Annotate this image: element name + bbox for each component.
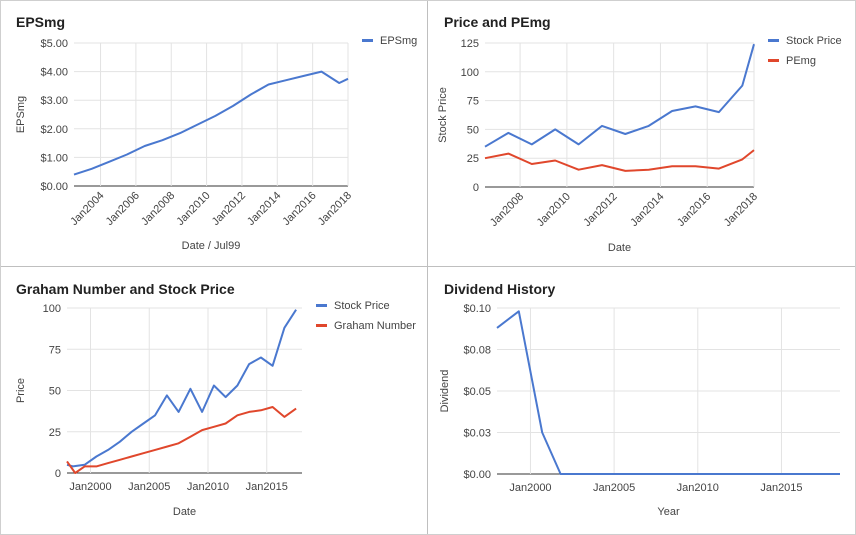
y-tick-label: 50: [49, 386, 61, 398]
price-pe-chart-panel: Price and PEmg 0 25 50 75 100 125 Jan2008 Jan20…: [428, 0, 856, 266]
series-line-dividend: [496, 310, 840, 475]
legend-label: Stock Price: [786, 35, 842, 47]
y-axis-label: Stock Price: [437, 87, 449, 143]
x-tick-label: Jan2010: [187, 481, 229, 493]
legend-swatch: [768, 59, 779, 62]
y-tick-label: $4.00: [40, 67, 68, 79]
y-tick-label: $0.05: [463, 386, 491, 398]
y-tick-label: $1.00: [40, 152, 68, 164]
legend-swatch: [362, 39, 373, 42]
y-tick-label: 75: [49, 344, 61, 356]
legend-swatch: [316, 304, 327, 307]
x-axis-label: Date: [173, 506, 196, 518]
x-tick-label: Jan2005: [593, 482, 635, 494]
eps-chart-panel: EPSmg $0.00 $1.00 $2.00 $3.00 $4.00 $5.00 Jan2…: [0, 0, 427, 266]
dividend-chart: $0.00 $0.03 $0.05 $0.08 $0.10 Jan2000 Jan2005 J…: [439, 303, 840, 518]
y-axis-label: EPSmg: [15, 96, 27, 133]
y-tick-label: $2.00: [40, 124, 68, 136]
vertical-divider: [427, 0, 428, 535]
x-tick-label: Jan2015: [760, 482, 802, 494]
eps-chart: $0.00$1.00$2.00$3.00$4.00$5.00Jan2004Jan…: [15, 35, 417, 252]
y-tick-label: 100: [461, 67, 479, 79]
y-tick-label: 0: [473, 182, 479, 194]
chart-title: EPSmg: [16, 14, 66, 30]
series-line-stock-price: [66, 309, 297, 468]
x-axis-label: Date / Jul99: [182, 240, 241, 252]
y-tick-label: $0.03: [463, 428, 491, 440]
dividend-chart-panel: Dividend History $0.00 $0.03 $0.05 $0.08 $0.…: [428, 267, 856, 535]
y-tick-label: 125: [461, 38, 479, 50]
legend-label: Stock Price: [334, 300, 390, 312]
x-axis-label: Year: [657, 506, 680, 518]
x-tick-label: Jan2000: [69, 481, 111, 493]
legend-label: Graham Number: [334, 320, 416, 332]
x-axis-label: Date: [608, 242, 631, 254]
legend-swatch: [316, 324, 327, 327]
x-tick-label: Jan2005: [128, 481, 170, 493]
horizontal-divider: [0, 266, 856, 267]
y-tick-label: $5.00: [40, 38, 68, 50]
legend-label: PEmg: [786, 55, 816, 67]
x-tick-label: Jan2010: [677, 482, 719, 494]
x-tick-label: Jan2000: [509, 482, 551, 494]
legend-label: EPSmg: [380, 35, 417, 47]
y-tick-label: 0: [55, 468, 61, 480]
y-tick-label: $3.00: [40, 95, 68, 107]
legend-swatch: [768, 39, 779, 42]
series-line-epsmg: [73, 70, 349, 176]
y-axis-label: Price: [15, 378, 27, 403]
y-tick-label: 25: [467, 153, 479, 165]
y-tick-label: $0.08: [463, 345, 491, 357]
chart-title: Price and PEmg: [444, 14, 551, 30]
series-line-stock-price: [484, 43, 755, 148]
series-line-pemg: [484, 149, 755, 172]
chart-title: Dividend History: [444, 281, 556, 297]
y-tick-label: $0.10: [463, 303, 491, 315]
graham-chart: 0 25 50 75 100 Jan2000 Jan2005 Jan2010 Jan2015 Da…: [15, 300, 416, 518]
chart-title: Graham Number and Stock Price: [16, 281, 235, 297]
y-axis-label: Dividend: [439, 370, 451, 413]
y-tick-label: $0.00: [463, 469, 491, 481]
y-tick-label: $0.00: [40, 181, 68, 193]
y-tick-label: 100: [43, 303, 61, 315]
y-tick-label: 50: [467, 124, 479, 136]
y-tick-label: 25: [49, 427, 61, 439]
y-tick-label: 75: [467, 96, 479, 108]
graham-chart-panel: Graham Number and Stock Price 0 25 50 75 100…: [0, 267, 427, 535]
x-tick-label: Jan2015: [246, 481, 288, 493]
series-line-graham-number: [66, 406, 297, 474]
